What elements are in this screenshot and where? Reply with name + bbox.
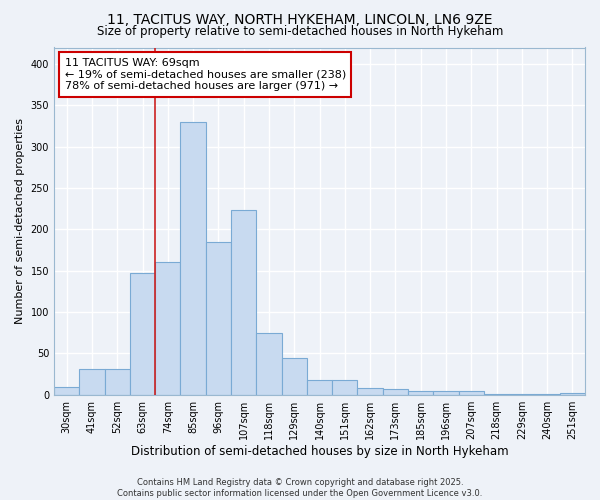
Bar bbox=[383, 389, 408, 394]
Bar bbox=[458, 392, 484, 394]
Text: Size of property relative to semi-detached houses in North Hykeham: Size of property relative to semi-detach… bbox=[97, 25, 503, 38]
Bar bbox=[79, 369, 104, 394]
X-axis label: Distribution of semi-detached houses by size in North Hykeham: Distribution of semi-detached houses by … bbox=[131, 444, 508, 458]
Bar bbox=[231, 210, 256, 394]
Text: 11, TACITUS WAY, NORTH HYKEHAM, LINCOLN, LN6 9ZE: 11, TACITUS WAY, NORTH HYKEHAM, LINCOLN,… bbox=[107, 12, 493, 26]
Bar bbox=[560, 393, 585, 394]
Bar bbox=[281, 358, 307, 394]
Bar bbox=[54, 388, 79, 394]
Bar bbox=[256, 332, 281, 394]
Bar bbox=[130, 273, 155, 394]
Bar bbox=[104, 369, 130, 394]
Bar bbox=[408, 390, 433, 394]
Y-axis label: Number of semi-detached properties: Number of semi-detached properties bbox=[15, 118, 25, 324]
Text: 11 TACITUS WAY: 69sqm
← 19% of semi-detached houses are smaller (238)
78% of sem: 11 TACITUS WAY: 69sqm ← 19% of semi-deta… bbox=[65, 58, 346, 91]
Bar bbox=[332, 380, 358, 394]
Bar bbox=[433, 392, 458, 394]
Bar bbox=[155, 262, 181, 394]
Bar bbox=[358, 388, 383, 394]
Bar bbox=[307, 380, 332, 394]
Bar bbox=[206, 242, 231, 394]
Text: Contains HM Land Registry data © Crown copyright and database right 2025.
Contai: Contains HM Land Registry data © Crown c… bbox=[118, 478, 482, 498]
Bar bbox=[181, 122, 206, 394]
